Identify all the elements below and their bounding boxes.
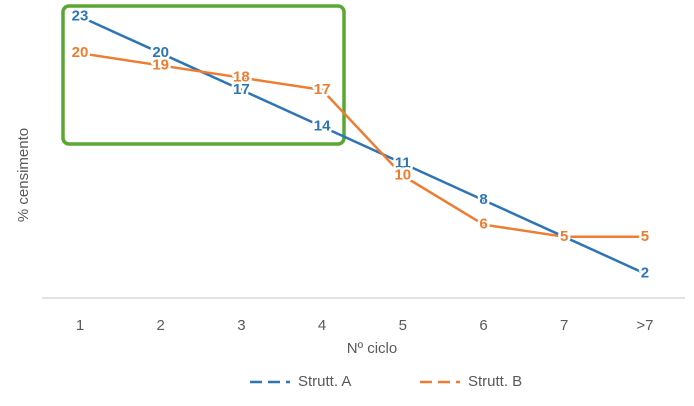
- data-label: 20: [72, 44, 89, 61]
- series-line: [79, 15, 646, 275]
- y-axis-label: % censimento: [15, 128, 32, 222]
- x-tick-label: 5: [399, 317, 407, 334]
- data-label: 8: [479, 191, 487, 208]
- data-label: 14: [314, 118, 331, 135]
- data-label: 17: [314, 81, 331, 98]
- data-label: 2: [641, 264, 649, 281]
- data-label: 17: [233, 81, 250, 98]
- data-label: 5: [560, 228, 568, 245]
- x-tick-label: 3: [237, 317, 245, 334]
- data-label: 23: [72, 7, 89, 24]
- x-tick-label: 6: [479, 317, 487, 334]
- legend-label: Strutt. A: [298, 373, 351, 390]
- data-label: 6: [479, 216, 487, 233]
- legend-label: Strutt. B: [468, 373, 522, 390]
- x-tick-label: 7: [560, 317, 568, 334]
- data-label: 11: [395, 154, 411, 171]
- data-label: 20: [152, 44, 169, 61]
- x-tick-label: 1: [76, 317, 84, 334]
- data-label: 10: [394, 167, 411, 184]
- x-axis-label: Nº ciclo: [347, 340, 398, 357]
- x-tick-label: >7: [636, 317, 653, 334]
- data-label: 19: [152, 56, 169, 73]
- series-line: [79, 51, 645, 239]
- data-label: 5: [641, 228, 649, 245]
- data-label: 5: [560, 228, 568, 245]
- data-label: 18: [233, 69, 250, 86]
- highlight-box: [61, 4, 346, 146]
- x-tick-label: 4: [318, 317, 326, 334]
- x-tick-label: 2: [157, 317, 165, 334]
